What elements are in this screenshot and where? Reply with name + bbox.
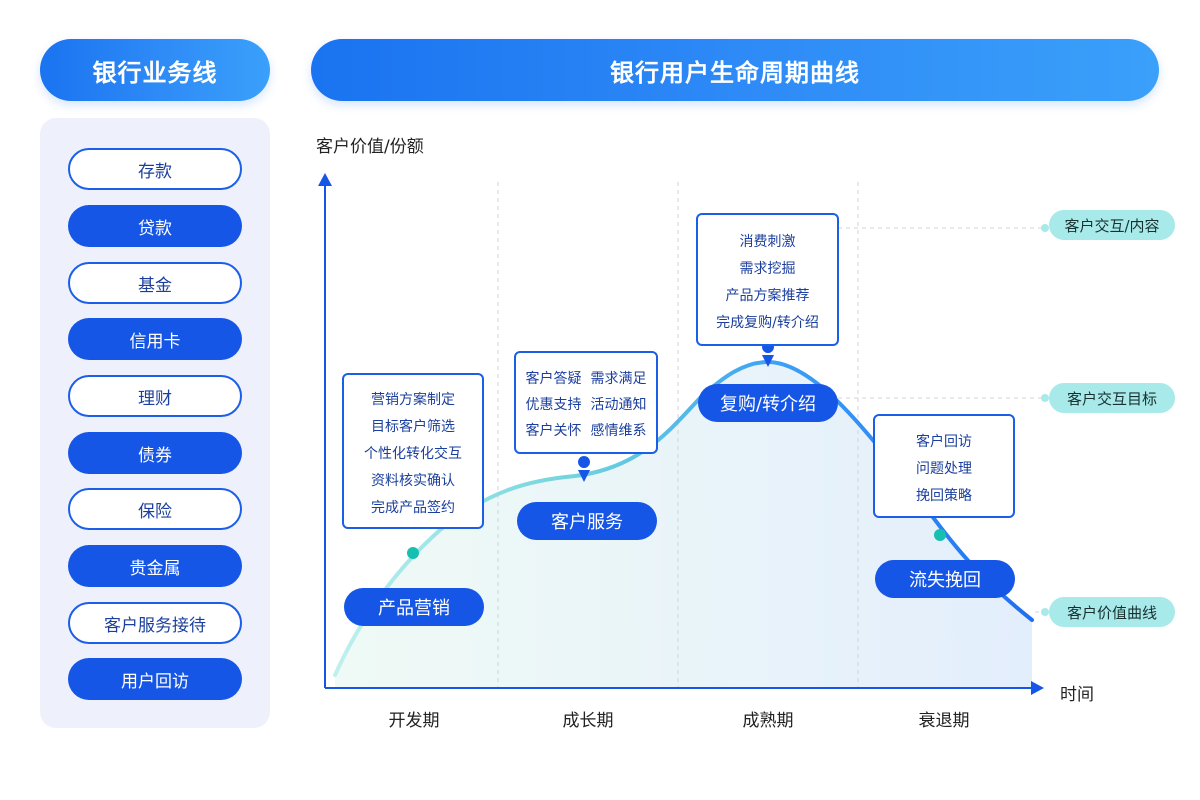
note-line: 需求挖掘: [739, 261, 796, 277]
legend-dot: [1041, 394, 1049, 402]
phase-label-development: 开发期: [388, 711, 440, 731]
note-line: 客户答疑 需求满足: [525, 371, 647, 387]
y-axis-label: 客户价值/份额: [316, 137, 424, 157]
phase-label-decline: 衰退期: [918, 711, 970, 731]
business-lines-panel: 存款 贷款 基金 信用卡 理财 债券 保险 贵金属 客户服务接待 用户回访: [40, 118, 270, 728]
note-line: 客户回访: [916, 434, 972, 450]
lifecycle-curve-header: 银行用户生命周期曲线: [311, 39, 1159, 101]
biz-item-bond[interactable]: 债券: [68, 432, 242, 474]
legend-tag-value-curve: 客户价值曲线: [1049, 597, 1175, 627]
biz-item-precious-metal[interactable]: 贵金属: [68, 545, 242, 587]
note-box-winback: 客户回访 问题处理 挽回策略: [873, 414, 1015, 518]
note-line: 资料核实确认: [371, 473, 455, 489]
note-line: 个性化转化交互: [364, 446, 462, 462]
stage-marker: [934, 529, 946, 541]
x-axis-label: 时间: [1060, 685, 1094, 705]
legend-dot: [1041, 224, 1049, 232]
biz-item-wealth[interactable]: 理财: [68, 375, 242, 417]
note-line: 营销方案制定: [371, 392, 455, 408]
note-line: 挽回策略: [916, 488, 972, 504]
stage-pill-service: 客户服务: [517, 502, 657, 540]
biz-item-credit-card[interactable]: 信用卡: [68, 318, 242, 360]
biz-item-insurance[interactable]: 保险: [68, 488, 242, 530]
biz-item-deposit[interactable]: 存款: [68, 148, 242, 190]
note-box-service: 客户答疑 需求满足 优惠支持 活动通知 客户关怀 感情维系: [514, 351, 658, 454]
x-axis-arrow: [1031, 681, 1044, 695]
stage-pill-repurchase: 复购/转介绍: [698, 384, 838, 422]
note-line: 客户关怀 感情维系: [525, 423, 647, 439]
business-lines-header: 银行业务线: [40, 39, 270, 101]
stage-marker: [578, 456, 591, 482]
legend-tag-interaction-goal: 客户交互目标: [1049, 383, 1175, 413]
note-box-repurchase: 消费刺激 需求挖掘 产品方案推荐 完成复购/转介绍: [696, 213, 839, 346]
note-line: 优惠支持 活动通知: [525, 397, 647, 413]
phase-label-growth: 成长期: [562, 711, 614, 731]
biz-item-follow-up[interactable]: 用户回访: [68, 658, 242, 700]
legend-tag-interaction-content: 客户交互/内容: [1049, 210, 1175, 240]
stage-pill-winback: 流失挽回: [875, 560, 1015, 598]
note-line: 问题处理: [916, 461, 972, 477]
stage-marker: [762, 341, 775, 367]
note-line: 完成产品签约: [371, 500, 455, 516]
biz-item-loan[interactable]: 贷款: [68, 205, 242, 247]
y-axis-arrow: [318, 173, 332, 186]
biz-item-customer-reception[interactable]: 客户服务接待: [68, 602, 242, 644]
phase-label-maturity: 成熟期: [742, 711, 794, 731]
note-line: 完成复购/转介绍: [716, 315, 819, 331]
biz-item-fund[interactable]: 基金: [68, 262, 242, 304]
note-line: 目标客户筛选: [371, 419, 455, 435]
note-box-marketing: 营销方案制定 目标客户筛选 个性化转化交互 资料核实确认 完成产品签约: [342, 373, 484, 529]
stage-marker: [407, 547, 419, 559]
legend-dot: [1041, 608, 1049, 616]
note-line: 产品方案推荐: [725, 288, 810, 304]
note-line: 消费刺激: [739, 234, 796, 250]
stage-pill-marketing: 产品营销: [344, 588, 484, 626]
